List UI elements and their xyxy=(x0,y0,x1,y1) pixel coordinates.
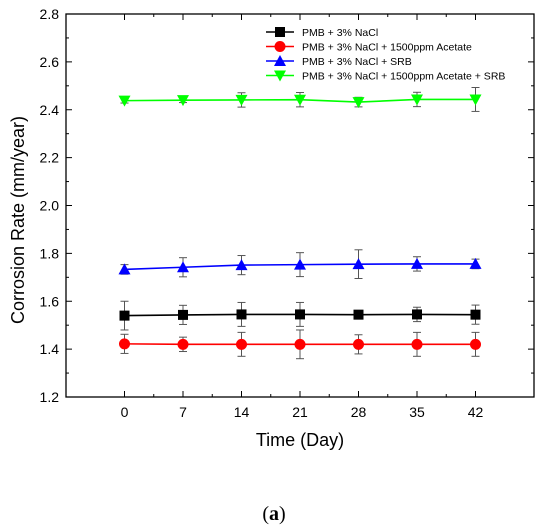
data-point xyxy=(178,309,188,320)
series-2 xyxy=(119,329,481,360)
data-point xyxy=(177,338,189,350)
data-point xyxy=(295,309,305,320)
data-point xyxy=(235,259,248,271)
data-point xyxy=(353,338,364,350)
series-3 xyxy=(118,249,482,280)
data-point xyxy=(119,310,130,321)
data-point xyxy=(236,309,247,320)
series-4 xyxy=(118,86,482,112)
panel-label-open: ( xyxy=(262,503,269,525)
x-tick-label: 7 xyxy=(179,404,187,420)
y-tick-label: 1.6 xyxy=(40,293,60,309)
data-point xyxy=(118,95,131,107)
legend-marker xyxy=(274,41,286,52)
legend-marker xyxy=(275,27,285,37)
data-point xyxy=(470,309,481,320)
x-tick-label: 42 xyxy=(468,404,484,420)
legend-label: PMB + 3% NaCl xyxy=(302,27,378,39)
data-point xyxy=(353,309,364,320)
y-tick-label: 2.2 xyxy=(40,150,60,166)
data-point xyxy=(119,338,130,350)
x-axis-title: Time (Day) xyxy=(256,430,344,450)
y-tick-label: 1.8 xyxy=(40,245,60,261)
data-point xyxy=(177,95,189,107)
data-point xyxy=(411,338,423,350)
legend-label: PMB + 3% NaCl + 1500ppm Acetate xyxy=(302,42,472,54)
x-tick-label: 0 xyxy=(121,404,129,420)
legend-marker xyxy=(274,55,286,66)
series-1 xyxy=(119,300,481,331)
y-axis-title: Corrosion Rate (mm/year) xyxy=(8,116,28,324)
y-tick-label: 1.2 xyxy=(40,389,60,405)
data-point xyxy=(235,94,248,106)
data-point xyxy=(469,257,482,269)
data-point xyxy=(352,258,365,270)
x-tick-label: 14 xyxy=(234,404,250,420)
data-point xyxy=(412,309,422,320)
data-point xyxy=(352,97,365,109)
legend-label: PMB + 3% NaCl + SRB xyxy=(302,56,412,68)
data-point xyxy=(294,258,306,270)
legend-item: PMB + 3% NaCl xyxy=(266,27,378,39)
x-tick-label: 35 xyxy=(409,404,425,420)
legend-item: PMB + 3% NaCl + SRB xyxy=(266,55,412,68)
y-tick-label: 1.4 xyxy=(40,341,60,357)
legend-label: PMB + 3% NaCl + 1500ppm Acetate + SRB xyxy=(302,71,505,83)
panel-label: (a) xyxy=(262,503,285,525)
data-point xyxy=(294,94,306,106)
data-point xyxy=(236,338,247,350)
panel-label-close: ) xyxy=(279,503,286,525)
y-tick-label: 2.8 xyxy=(40,6,60,22)
data-point xyxy=(411,94,423,106)
data-point xyxy=(118,263,131,275)
y-tick-label: 2.0 xyxy=(40,198,60,214)
panel-label-letter: a xyxy=(269,503,279,525)
x-tick-label: 21 xyxy=(292,404,308,420)
data-point xyxy=(411,257,423,269)
legend: PMB + 3% NaCl PMB + 3% NaCl + 1500ppm Ace… xyxy=(266,27,505,83)
y-tick-label: 2.4 xyxy=(40,102,60,118)
plot-area: 0 7 14 21 28 35 42 1.2 1.4 1.6 1.8 2.0 2.2 2.4 2.6 2.8 P… xyxy=(40,6,535,420)
legend-item: PMB + 3% NaCl + 1500ppm Acetate + SRB xyxy=(266,70,505,83)
legend-item: PMB + 3% NaCl + 1500ppm Acetate xyxy=(266,41,472,54)
data-point xyxy=(177,261,189,273)
data-point xyxy=(294,338,306,350)
legend-marker xyxy=(274,70,286,82)
data-point xyxy=(469,94,482,106)
y-tick-label: 2.6 xyxy=(40,54,60,70)
data-point xyxy=(470,338,481,350)
x-tick-label: 28 xyxy=(351,404,367,420)
